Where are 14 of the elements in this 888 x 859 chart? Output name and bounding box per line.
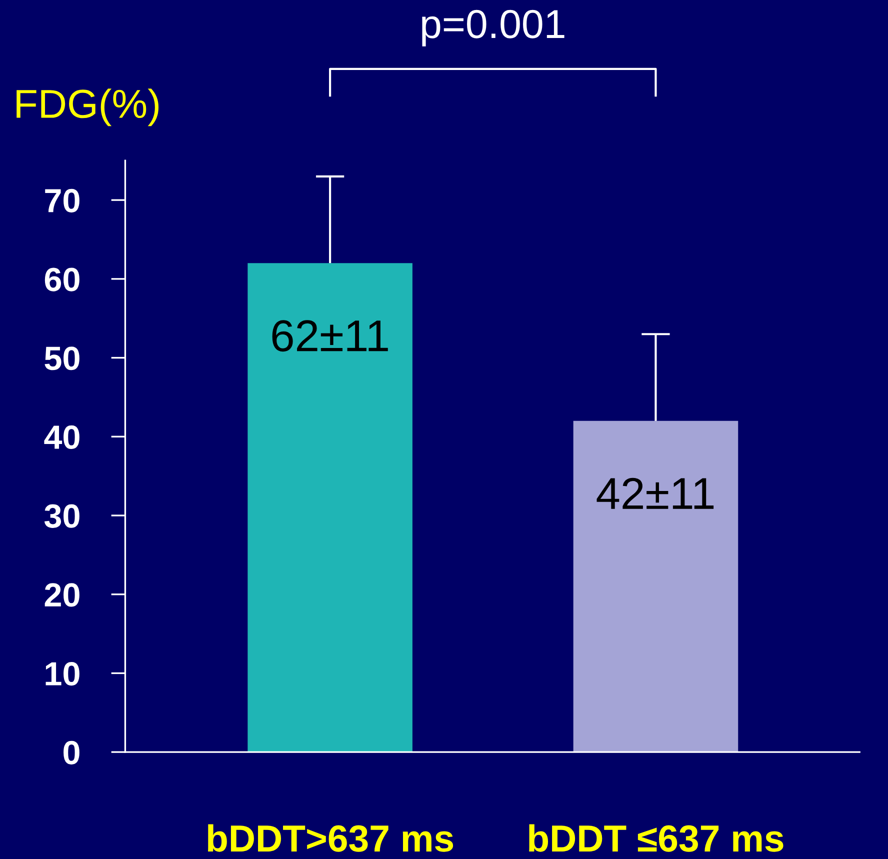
y-tick-label: 30 xyxy=(44,504,80,528)
y-tick-label: 40 xyxy=(44,425,80,450)
y-tick-label: 10 xyxy=(46,662,80,686)
data-label: 62±11 xyxy=(272,320,388,352)
y-tick-label: 50 xyxy=(44,346,80,370)
y-tick-label: 0 xyxy=(64,740,80,764)
x-tick-label: bDDT>637 ms xyxy=(208,824,454,852)
text: p=0.001 xyxy=(422,10,564,46)
y-tick-label: 20 xyxy=(44,583,80,607)
y-axis-title: FDG(%) xyxy=(16,88,158,126)
y-tick-label: 60 xyxy=(44,268,80,292)
y-tick-label: 70 xyxy=(45,188,80,212)
data-label: 42±11 xyxy=(596,478,714,509)
x-tick-label: bDDT ≤637 ms xyxy=(529,824,784,852)
